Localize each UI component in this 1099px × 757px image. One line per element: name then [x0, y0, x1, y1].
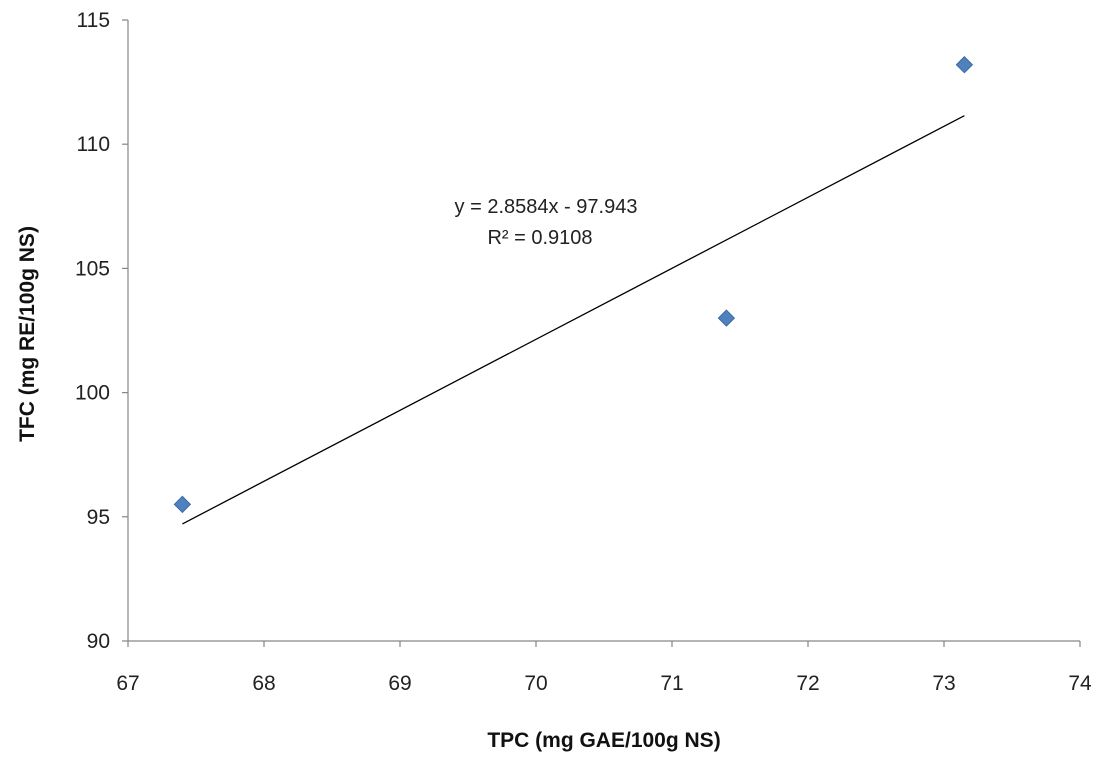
x-tick-label: 67 — [116, 672, 139, 695]
x-tick-label: 73 — [932, 672, 955, 695]
r-squared-label: R² = 0.9108 — [487, 227, 592, 249]
y-axis-title: TFC (mg RE/100g NS) — [16, 226, 39, 442]
x-axis-title: TPC (mg GAE/100g NS) — [487, 729, 720, 752]
y-tick-label: 100 — [75, 382, 110, 405]
x-tick-label: 71 — [660, 672, 683, 695]
x-tick-label: 72 — [796, 672, 819, 695]
data-point-marker — [717, 309, 736, 327]
x-tick-label: 68 — [252, 672, 275, 695]
ticks: 90 95 100 105 110 115 67 68 69 70 71 72 73 74 — [75, 9, 1092, 695]
x-tick-label: 69 — [388, 672, 411, 695]
data-point-marker — [173, 495, 192, 514]
x-tick-label: 74 — [1068, 672, 1092, 695]
axes — [127, 20, 1080, 642]
y-tick-label: 115 — [77, 9, 110, 32]
data-points — [173, 56, 974, 514]
y-tick-label: 95 — [87, 506, 110, 529]
trendline-layer — [182, 115, 965, 525]
y-tick-label: 90 — [87, 630, 110, 653]
y-tick-label: 110 — [77, 133, 110, 156]
data-point-marker — [955, 56, 974, 74]
trendline-equation: y = 2.8584x - 97.943 — [455, 196, 638, 218]
linear-trendline — [182, 115, 965, 525]
y-tick-label: 105 — [75, 257, 110, 280]
x-tick-label: 70 — [524, 672, 547, 695]
